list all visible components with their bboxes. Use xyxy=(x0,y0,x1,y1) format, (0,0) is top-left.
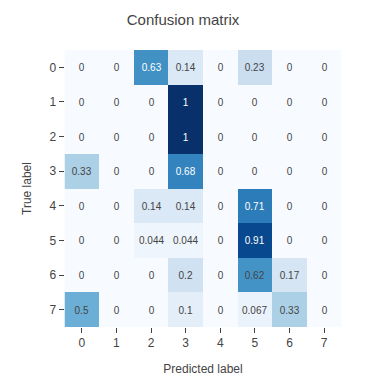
svg-text:0: 0 xyxy=(79,97,85,108)
svg-text:0: 0 xyxy=(79,270,85,281)
svg-text:5: 5 xyxy=(252,336,259,350)
svg-text:6: 6 xyxy=(286,336,293,350)
svg-text:0: 0 xyxy=(322,235,328,246)
svg-text:0.14: 0.14 xyxy=(176,201,196,212)
svg-text:0.1: 0.1 xyxy=(179,305,193,316)
svg-text:0.044: 0.044 xyxy=(173,235,198,246)
svg-text:0: 0 xyxy=(322,201,328,212)
svg-text:0.17: 0.17 xyxy=(280,270,300,281)
svg-text:0.14: 0.14 xyxy=(142,201,162,212)
svg-text:0: 0 xyxy=(114,201,120,212)
svg-text:0: 0 xyxy=(218,305,224,316)
svg-text:0.044: 0.044 xyxy=(139,235,164,246)
svg-text:1: 1 xyxy=(183,132,189,143)
svg-text:3: 3 xyxy=(49,164,56,178)
svg-text:0.91: 0.91 xyxy=(245,235,265,246)
svg-text:0: 0 xyxy=(218,270,224,281)
svg-text:0: 0 xyxy=(79,132,85,143)
svg-text:Confusion matrix: Confusion matrix xyxy=(127,11,240,28)
svg-text:0: 0 xyxy=(79,235,85,246)
svg-text:0: 0 xyxy=(322,97,328,108)
svg-text:0: 0 xyxy=(287,97,293,108)
svg-text:0.63: 0.63 xyxy=(142,62,162,73)
svg-text:1: 1 xyxy=(113,336,120,350)
svg-text:0: 0 xyxy=(79,201,85,212)
svg-text:True label: True label xyxy=(20,162,34,215)
svg-text:0: 0 xyxy=(79,62,85,73)
svg-text:0: 0 xyxy=(218,166,224,177)
svg-text:0: 0 xyxy=(149,132,155,143)
svg-text:0: 0 xyxy=(287,132,293,143)
svg-text:0: 0 xyxy=(287,166,293,177)
svg-text:0: 0 xyxy=(287,201,293,212)
svg-text:0: 0 xyxy=(149,305,155,316)
svg-text:1: 1 xyxy=(49,95,56,109)
svg-text:0.23: 0.23 xyxy=(245,62,265,73)
svg-text:7: 7 xyxy=(321,336,328,350)
svg-text:0: 0 xyxy=(114,166,120,177)
svg-text:1: 1 xyxy=(183,97,189,108)
svg-text:0.68: 0.68 xyxy=(176,166,196,177)
svg-text:0: 0 xyxy=(114,62,120,73)
svg-text:0.5: 0.5 xyxy=(75,305,89,316)
svg-text:0: 0 xyxy=(114,270,120,281)
svg-text:6: 6 xyxy=(49,268,56,282)
svg-text:0: 0 xyxy=(322,166,328,177)
svg-text:Predicted label: Predicted label xyxy=(163,362,242,376)
svg-text:4: 4 xyxy=(217,336,224,350)
svg-text:7: 7 xyxy=(49,303,56,317)
svg-text:0: 0 xyxy=(114,305,120,316)
svg-text:0: 0 xyxy=(114,97,120,108)
svg-text:0: 0 xyxy=(322,305,328,316)
svg-text:0.067: 0.067 xyxy=(242,305,267,316)
svg-text:4: 4 xyxy=(49,199,56,213)
svg-text:0: 0 xyxy=(322,132,328,143)
svg-text:0: 0 xyxy=(252,97,258,108)
svg-text:0: 0 xyxy=(49,61,56,75)
svg-text:0: 0 xyxy=(149,97,155,108)
svg-text:0: 0 xyxy=(218,235,224,246)
svg-text:0: 0 xyxy=(114,235,120,246)
svg-text:0: 0 xyxy=(322,62,328,73)
svg-text:0: 0 xyxy=(78,336,85,350)
svg-text:0.62: 0.62 xyxy=(245,270,265,281)
svg-text:0.33: 0.33 xyxy=(280,305,300,316)
svg-text:0.14: 0.14 xyxy=(176,62,196,73)
svg-text:2: 2 xyxy=(49,130,56,144)
svg-text:0.71: 0.71 xyxy=(245,201,265,212)
svg-text:0: 0 xyxy=(149,270,155,281)
svg-text:0: 0 xyxy=(252,166,258,177)
svg-text:5: 5 xyxy=(49,234,56,248)
svg-text:0: 0 xyxy=(114,132,120,143)
svg-text:3: 3 xyxy=(182,336,189,350)
svg-text:0: 0 xyxy=(252,132,258,143)
svg-text:0.33: 0.33 xyxy=(72,166,92,177)
svg-text:0: 0 xyxy=(287,62,293,73)
svg-text:0: 0 xyxy=(218,201,224,212)
svg-text:0: 0 xyxy=(218,62,224,73)
svg-text:0: 0 xyxy=(218,132,224,143)
svg-text:2: 2 xyxy=(148,336,155,350)
svg-text:0: 0 xyxy=(287,235,293,246)
svg-text:0.2: 0.2 xyxy=(179,270,193,281)
svg-text:0: 0 xyxy=(322,270,328,281)
svg-text:0: 0 xyxy=(149,166,155,177)
svg-text:0: 0 xyxy=(218,97,224,108)
